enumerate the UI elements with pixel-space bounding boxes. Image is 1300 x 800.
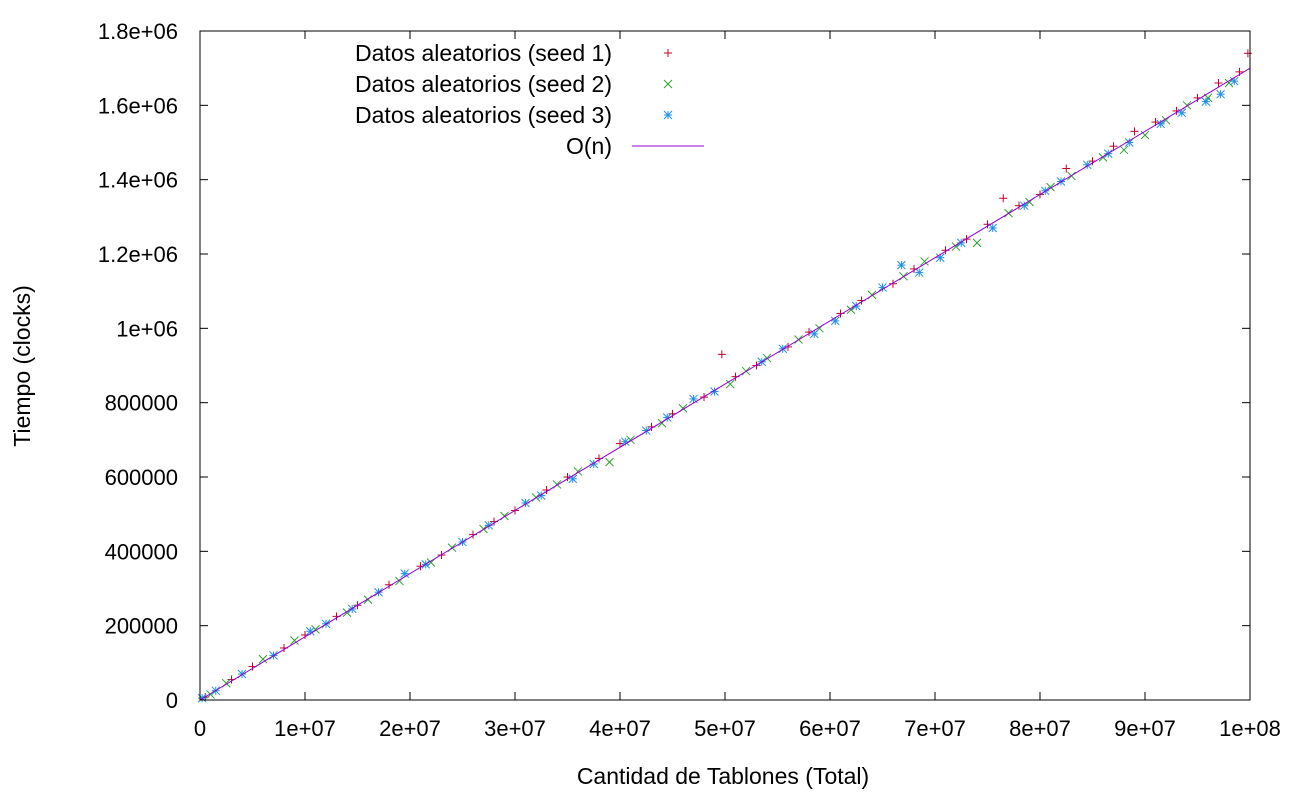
legend-label: Datos aleatorios (seed 3)	[355, 102, 612, 128]
legend-label: Datos aleatorios (seed 2)	[355, 71, 612, 97]
data-point-seed-3	[988, 223, 998, 233]
x-tick-label: 2e+07	[379, 716, 441, 741]
data-point-seed-3	[1177, 108, 1187, 118]
legend-label: O(n)	[566, 133, 612, 159]
data-point-seed-3	[1019, 201, 1029, 211]
data-point-seed-1	[999, 194, 1008, 203]
data-point-seed-1	[616, 439, 624, 448]
y-tick-label: 1.4e+06	[98, 168, 178, 193]
plot-frame	[199, 30, 1251, 701]
y-tick-label: 1e+06	[116, 316, 178, 341]
data-point-seed-2	[1224, 78, 1234, 88]
data-point-seed-3	[1201, 97, 1211, 106]
y-tick-label: 400000	[105, 539, 178, 564]
data-point-seed-1	[1243, 49, 1252, 58]
data-point-seed-2	[1140, 130, 1150, 140]
y-axis-title: Tiempo (clocks)	[9, 285, 35, 446]
y-tick-label: 600000	[105, 465, 178, 490]
data-point-seed-2	[972, 238, 982, 248]
ticks-layer: 0 1e+07 2e+07 3e+07 4e+07 5e+07 6e+07 7e+07 8e+0…	[98, 19, 1281, 741]
y-tick-label: 1.8e+06	[98, 19, 178, 44]
y-tick-label: 0	[166, 688, 178, 713]
x-tick-label: 0	[194, 716, 206, 741]
data-point-seed-3	[1156, 119, 1166, 129]
data-point-seed-3	[809, 329, 819, 339]
data-point-seed-3	[1229, 76, 1239, 86]
data-point-seed-3	[914, 268, 924, 277]
data-point-seed-1	[1130, 127, 1139, 136]
data-point-seed-3	[935, 253, 945, 263]
data-point-seed-1	[717, 350, 726, 359]
fit-line-on	[199, 67, 1251, 701]
data-point-seed-2	[920, 257, 929, 266]
legend-swatch-seed-3	[663, 110, 673, 120]
y-tick-label: 1.2e+06	[98, 242, 178, 267]
data-point-seed-2	[258, 654, 268, 664]
data-point-seed-3	[197, 693, 207, 703]
legend-label: Datos aleatorios (seed 1)	[355, 40, 612, 66]
plot-layer	[197, 49, 1252, 703]
data-point-seed-3	[568, 474, 578, 484]
legend-swatch-seed-2	[663, 79, 673, 89]
y-tick-label: 200000	[105, 614, 178, 639]
legend: Datos aleatorios (seed 1) Datos aleatorio…	[355, 40, 704, 159]
data-point-seed-2	[1119, 145, 1129, 155]
data-point-seed-1	[1214, 79, 1223, 88]
data-point-seed-3	[1216, 89, 1225, 99]
y-tick-label: 800000	[105, 391, 178, 416]
data-point-seed-2	[290, 636, 299, 645]
x-tick-label: 6e+07	[799, 716, 861, 741]
data-point-seed-1	[889, 279, 897, 288]
data-point-seed-2	[725, 379, 735, 389]
x-tick-label: 5e+07	[694, 716, 756, 741]
data-point-seed-1	[784, 342, 792, 351]
y-tick-label: 1.6e+06	[98, 93, 178, 118]
x-tick-label: 9e+07	[1114, 716, 1176, 741]
x-tick-label: 4e+07	[589, 716, 651, 741]
data-point-seed-2	[605, 457, 614, 467]
x-axis-title: Cantidad de Tablones (Total)	[577, 763, 869, 789]
x-tick-label: 7e+07	[904, 716, 966, 741]
x-tick-label: 8e+07	[1009, 716, 1071, 741]
legend-swatch-seed-1	[664, 49, 672, 57]
x-tick-label: 1e+07	[274, 716, 336, 741]
x-tick-label: 3e+07	[484, 716, 546, 741]
data-point-seed-1	[1062, 164, 1071, 173]
data-point-seed-1	[1109, 142, 1118, 151]
x-tick-label: 1e+08	[1219, 716, 1281, 741]
data-point-seed-3	[897, 260, 906, 270]
